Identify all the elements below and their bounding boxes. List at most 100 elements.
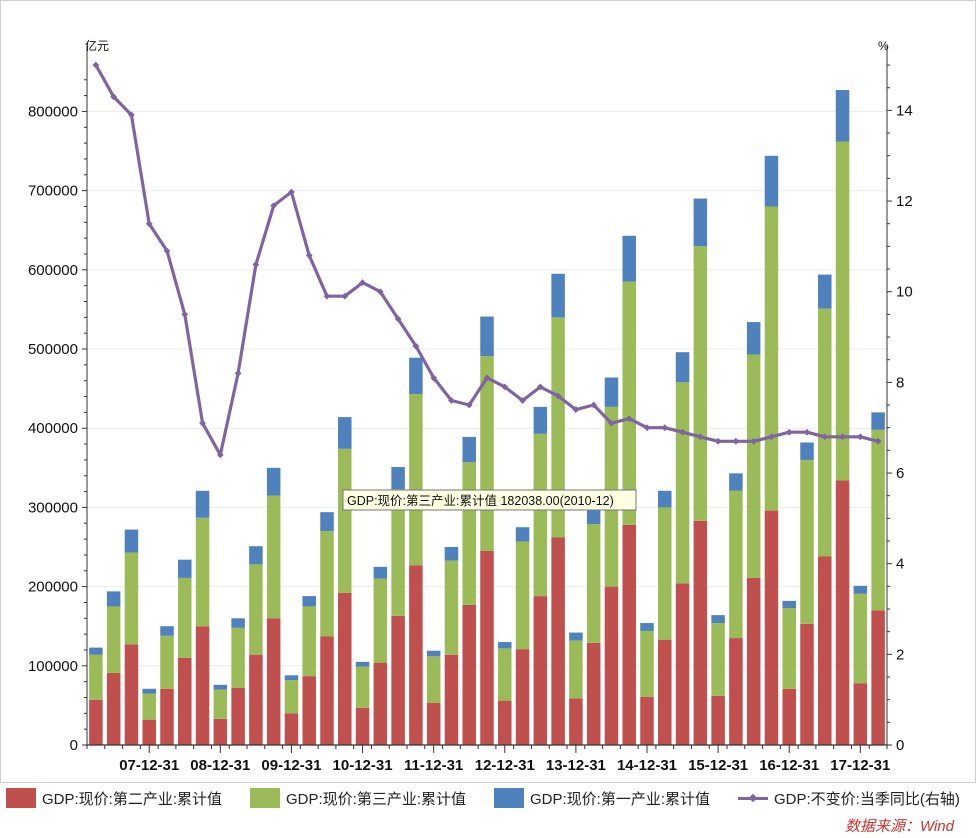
bar-segment [106,591,121,607]
y-right-tick-label: 6 [896,465,904,482]
bar-segment [782,688,796,745]
bar-segment [746,322,761,355]
bar-segment [89,699,103,745]
bar-segment [746,577,761,745]
legend-item-primary: GDP:现价:第一产业:累计值 [494,784,710,812]
bar-segment [658,490,672,508]
bar-segment [444,654,459,745]
bar-segment [426,656,441,704]
bar-segment [462,604,476,745]
line-point [714,437,722,445]
bar-segment [178,577,192,658]
bar-segment [355,707,370,745]
x-tick-label: 16-12-31 [759,757,819,774]
bar-segment [284,675,299,681]
bar-segment [569,632,583,641]
bar-segment [231,627,245,688]
bar-segment [764,155,779,207]
bar-segment [320,531,334,637]
bar-segment [622,281,636,525]
x-tick-label: 17-12-31 [830,757,890,774]
bar-segment [711,615,725,624]
bar-segment [675,382,690,584]
bar-segment [835,90,850,142]
bar-segment [871,610,885,745]
bar-segment [213,689,228,719]
bar-segment [409,357,423,395]
bar-segment [320,512,334,532]
y-left-tick-label: 200000 [28,579,78,596]
bar-segment [338,592,352,745]
bar-segment [675,352,690,383]
line-point [412,342,420,350]
bar-segment [604,586,619,745]
bar-segment [338,417,352,449]
line-point [216,451,224,459]
bar-segment [693,246,708,521]
tooltip: GDP:现价:第三产业:累计值 182038.00(2010-12) [342,489,637,511]
bar-segment [355,666,370,708]
bar-segment [551,537,565,745]
x-tick-label: 08-12-31 [190,757,250,774]
bar-segment [746,354,761,578]
line-point [234,369,242,377]
bar-segment [622,235,636,282]
line-point [839,433,846,441]
line-point [181,310,189,318]
bar-segment [586,508,601,525]
bar-segment [338,448,352,593]
bar-segment [658,507,672,640]
line-point [465,401,473,409]
bar-segment [498,648,512,701]
y-right-tick-label: 8 [896,374,904,391]
bar-segment [160,688,174,745]
bar-segment [409,394,423,566]
bar-segment [284,713,299,745]
bar-segment [853,593,868,684]
bar-segment [142,693,156,720]
line-point [323,292,331,300]
data-source: 数据来源：Wind [844,818,954,835]
bar-segment [231,687,245,745]
bar-segment [871,412,885,430]
y-left-tick-label: 0 [70,737,78,754]
line-point [661,424,669,432]
y-right-tick-label: 10 [896,284,913,301]
legend-swatch [494,788,524,808]
bar-segment [498,642,512,649]
bar-segment [515,649,530,745]
x-tick-label: 12-12-31 [475,757,535,774]
bar-segment [249,654,263,745]
bar-segment [835,141,850,481]
bar-segment [302,676,316,745]
bar-segment [640,630,654,697]
line-point [554,392,562,400]
x-tick-label: 13-12-31 [546,757,606,774]
bar-segment [622,524,636,745]
x-tick-label: 11-12-31 [404,757,463,774]
y-right-tick-label: 14 [896,102,913,119]
line-point [359,279,366,287]
bar-segment [266,467,281,496]
bar-segment [391,489,405,616]
y-right-tick-label: 0 [896,737,904,754]
legend-item-yoy-line: GDP:不变价:当季同比(右轴) [738,784,960,812]
tooltip-text: GDP:现价:第三产业:累计值 182038.00(2010-12) [347,493,614,508]
bar-segment [142,719,156,745]
bar-segment [302,596,316,607]
bar-segment [249,564,263,655]
legend-label: GDP:现价:第一产业:累计值 [530,790,711,808]
bar-segment [711,623,725,696]
bar-segment [515,527,530,542]
legend-label: GDP:不变价:当季同比(右轴) [774,790,960,808]
bar-segment [89,647,103,655]
legend-swatch [250,788,280,808]
bar-segment [729,490,743,639]
bar-segment [213,684,228,690]
bar-segment [586,642,601,745]
bar-segment [124,529,139,553]
line-point [821,433,829,441]
bar-segment [160,626,174,636]
line-point [341,292,349,300]
